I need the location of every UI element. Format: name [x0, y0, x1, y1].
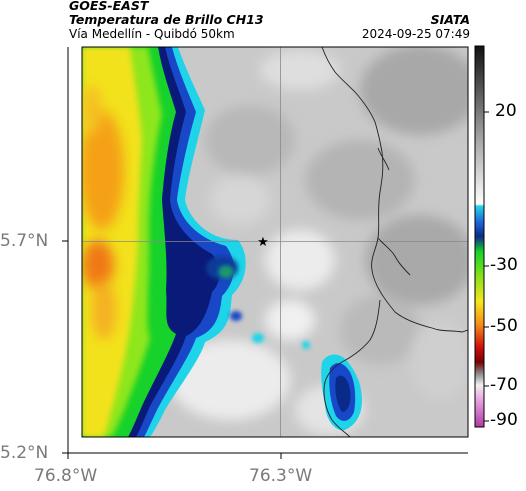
department-boundary [321, 47, 468, 333]
colorbar-label: -70 [490, 375, 518, 395]
y-tick-label: 5.7°N [0, 231, 49, 251]
x-tick-label: 76.3°W [249, 466, 313, 486]
timestamp-label: 2024-09-25 07:49 [361, 27, 470, 41]
department-boundary [377, 237, 411, 276]
route-subtitle: Vía Medellín - Quibdó 50km [69, 27, 235, 41]
map-frame [81, 46, 469, 438]
colorbar-label: -90 [490, 410, 518, 430]
agency-label: SIATA [430, 12, 470, 27]
product-title: Temperatura de Brillo CH13 [69, 12, 264, 27]
colorbar [474, 45, 485, 428]
colorbar-label: -30 [490, 255, 518, 275]
colorbar-label: -50 [490, 316, 518, 336]
department-boundary [377, 147, 390, 171]
colorbar-label: 20 [495, 101, 517, 121]
satellite-imagery [82, 47, 468, 437]
satellite-title: GOES-EAST [69, 0, 149, 13]
x-tick-label: 76.8°W [34, 466, 98, 486]
y-tick-label: 5.2°N [0, 443, 49, 463]
department-boundary [323, 299, 381, 437]
star-marker-icon: ★ [257, 235, 269, 250]
